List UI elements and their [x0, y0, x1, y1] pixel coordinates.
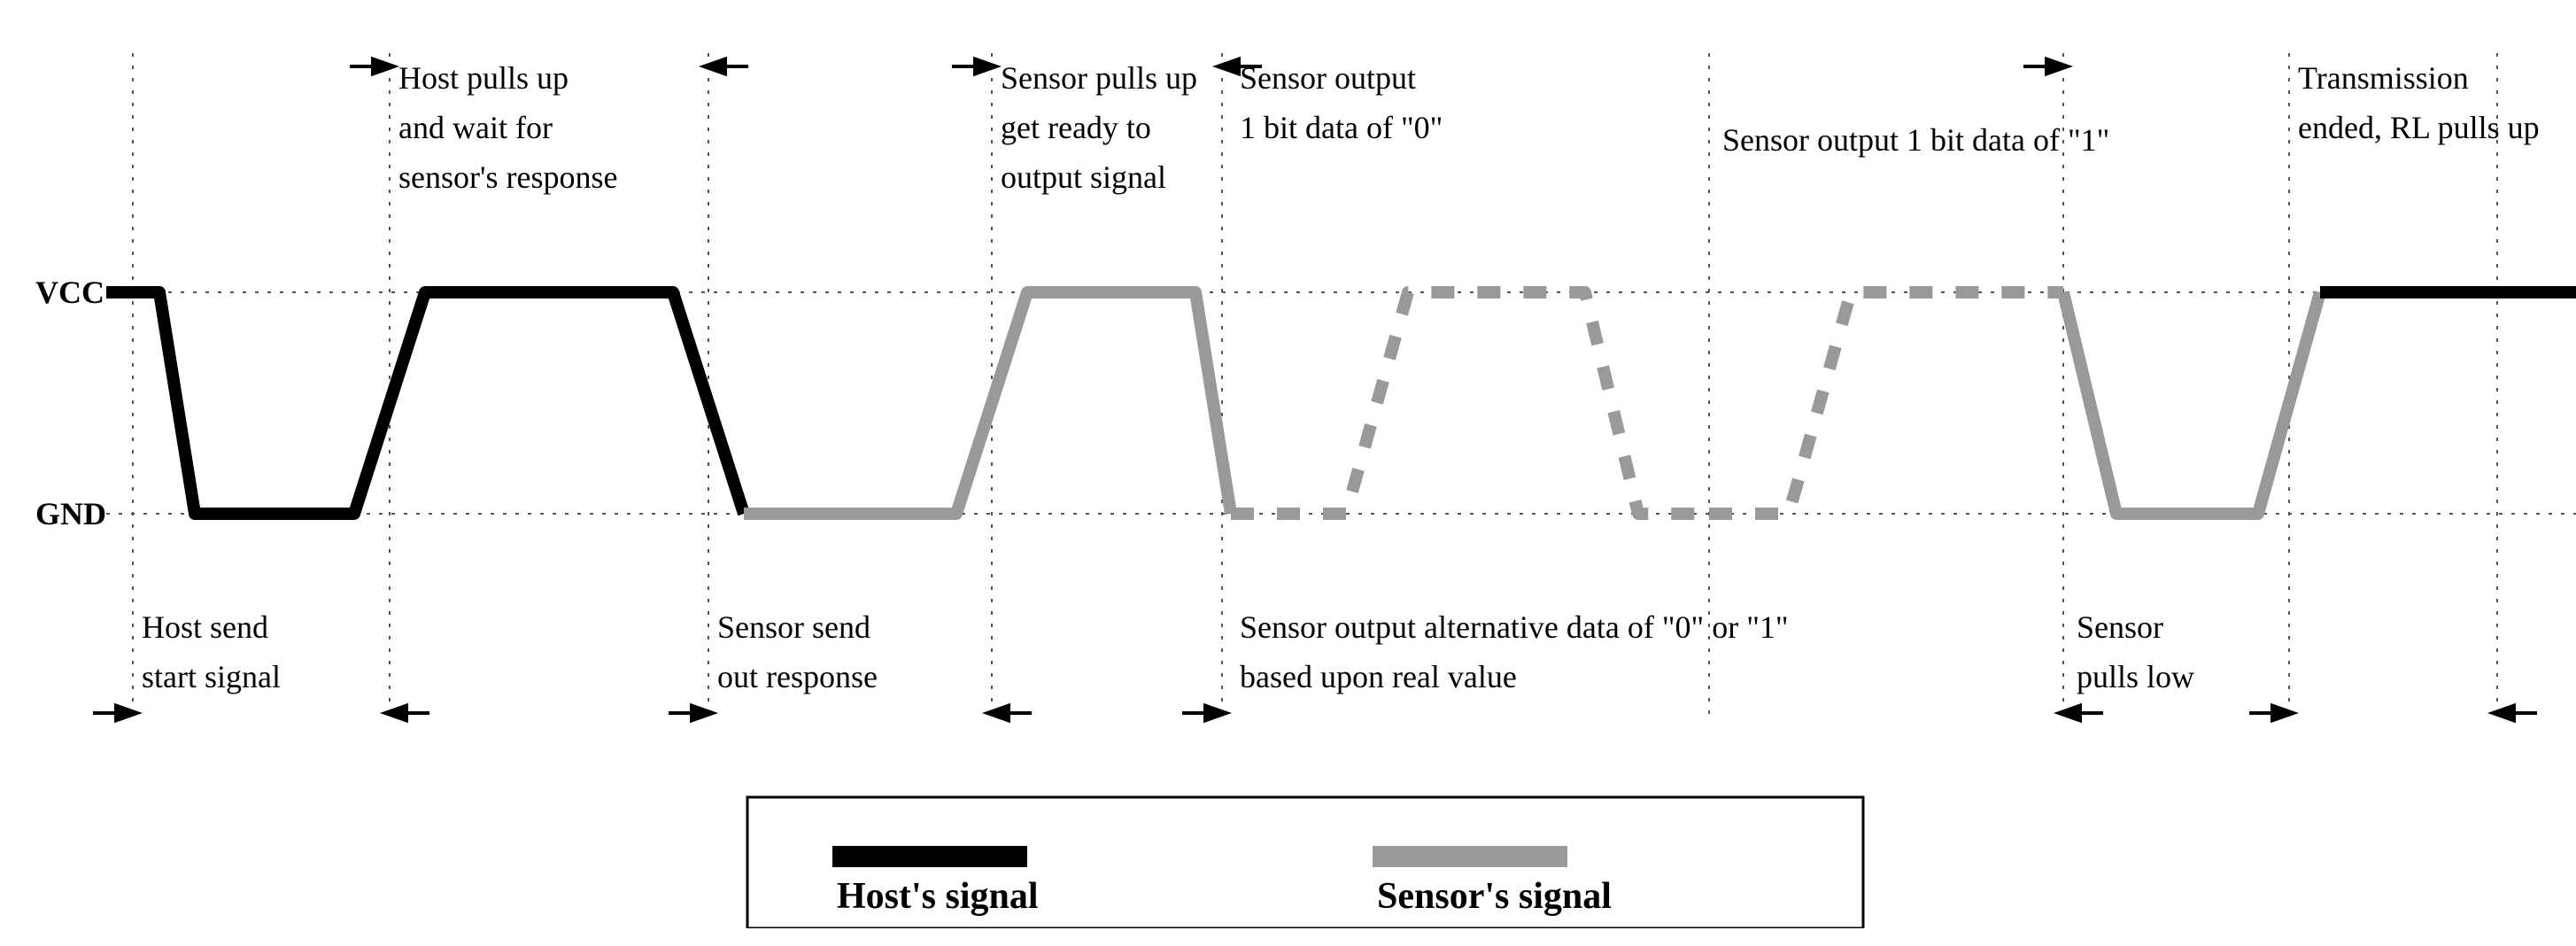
annotation-top: Sensor output — [1240, 60, 1416, 96]
annotation-bottom: start signal — [142, 659, 281, 694]
annotation-top: sensor's response — [398, 159, 617, 195]
annotation-bottom: Host send — [142, 609, 268, 645]
annotation-bottom: Sensor output alternative data of "0" or… — [1240, 609, 1789, 645]
annotation-top: output signal — [1001, 159, 1166, 195]
vcc-label: VCC — [35, 275, 104, 310]
legend-swatch — [1373, 846, 1567, 867]
span-arrow-bottom — [669, 703, 718, 723]
annotation-top: and wait for — [398, 110, 553, 145]
span-arrow-bottom — [1182, 703, 1232, 723]
annotation-top: Sensor output 1 bit data of "1" — [1722, 122, 2109, 158]
span-arrow-bottom — [93, 703, 143, 723]
timing-svg: VCC GND Host pulls up and wait for sensor's … — [18, 18, 2576, 928]
annotation-bottom: out response — [717, 659, 878, 694]
annotation-bottom: pulls low — [2077, 659, 2194, 694]
legend-label: Sensor's signal — [1377, 876, 1612, 917]
span-arrow-top — [699, 57, 748, 76]
annotation-bottom: Sensor send — [717, 609, 870, 645]
span-arrow-bottom — [982, 703, 1032, 723]
legend-swatch — [832, 846, 1027, 867]
span-arrow-bottom — [2487, 703, 2537, 723]
sensor-signal-end — [2063, 292, 2320, 514]
span-arrow-top — [2023, 57, 2073, 76]
annotation-top: 1 bit data of "0" — [1240, 110, 1443, 145]
span-arrow-top — [350, 57, 399, 76]
annotation-top: get ready to — [1001, 110, 1151, 145]
span-arrow-bottom — [380, 703, 429, 723]
annotation-bottom: Sensor — [2077, 609, 2163, 645]
span-arrow-bottom — [2249, 703, 2299, 723]
sensor-signal-response — [744, 292, 1231, 514]
sensor-signal-bit0 — [1231, 292, 1709, 514]
annotation-bottom: based upon real value — [1240, 659, 1517, 694]
annotation-top: Sensor pulls up — [1001, 60, 1197, 96]
span-arrow-top — [952, 57, 1002, 76]
annotation-top: Transmission — [2298, 60, 2469, 96]
host-signal-start — [106, 292, 744, 514]
annotation-top: Host pulls up — [398, 60, 569, 96]
annotation-top: ended, RL pulls up — [2298, 110, 2540, 145]
legend-label: Host's signal — [837, 876, 1039, 917]
gnd-label: GND — [35, 496, 106, 531]
sensor-signal-bit1 — [1709, 292, 2063, 514]
timing-diagram: VCC GND Host pulls up and wait for sensor's … — [18, 18, 2576, 928]
span-arrow-bottom — [2054, 703, 2103, 723]
